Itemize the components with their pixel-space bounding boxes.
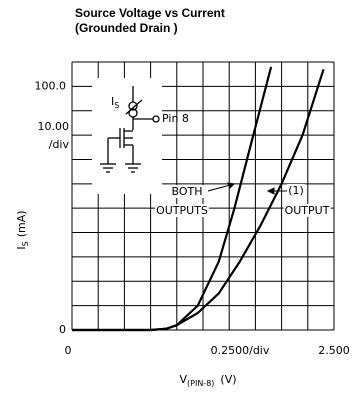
x-scale-note: 0.2500/div: [211, 344, 270, 357]
y-tick-label: 100.0: [35, 79, 67, 92]
legend-label: (1): [288, 184, 304, 197]
x-tick-label: 2.500: [318, 344, 350, 357]
schematic-label: Pin 8: [162, 112, 189, 125]
schematic-background: [92, 78, 162, 194]
curve: [72, 68, 325, 332]
x-tick-label: 0: [65, 344, 72, 357]
legend-background: [170, 185, 204, 198]
y-tick-label: 0: [59, 323, 66, 336]
legend-label: BOTH: [171, 185, 202, 198]
y-axis-label: IS(mA): [15, 210, 30, 249]
legend-background: [287, 184, 305, 197]
y-scale-note: 10.00: [38, 120, 70, 133]
chart-title: (Grounded Drain ): [75, 21, 178, 35]
legend-background: [283, 204, 331, 217]
schematic-label: IS: [111, 95, 119, 110]
legend-label: OUTPUTS: [156, 204, 208, 217]
chart-title: Source Voltage vs Current: [75, 6, 225, 20]
y-scale-note: /div: [49, 138, 70, 151]
x-axis-label: V(PIN-8) (V): [179, 373, 236, 388]
schematic: [100, 86, 160, 173]
legend-label: OUTPUT: [285, 204, 330, 217]
legend-arrows: [207, 182, 287, 195]
legend-background: [155, 204, 209, 217]
